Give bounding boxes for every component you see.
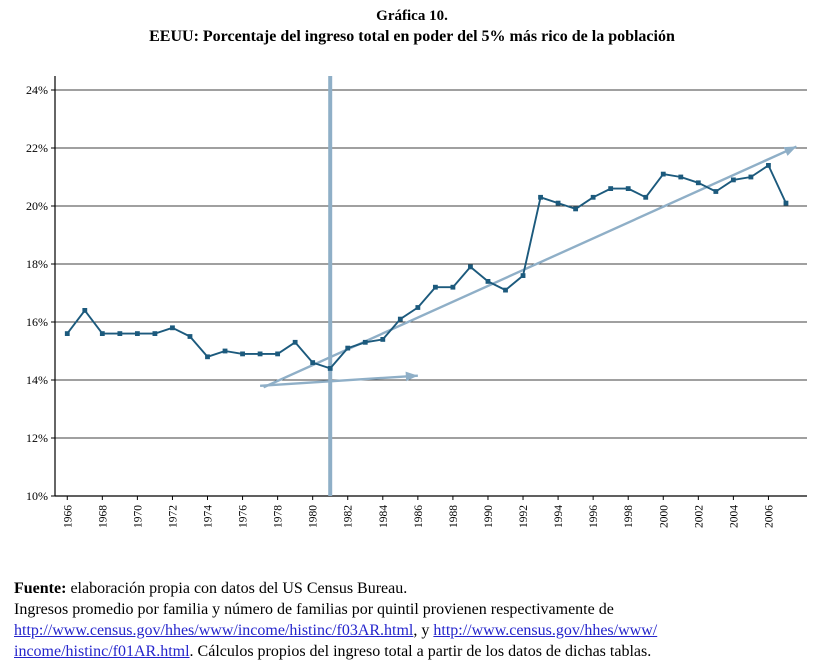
x-tick-label: 1992 [518, 505, 530, 528]
data-point [310, 360, 316, 365]
data-point [468, 264, 473, 270]
data-point [345, 345, 351, 351]
source-note: Fuente: elaboración propia con datos del… [14, 578, 814, 662]
data-point [362, 339, 368, 345]
data-point [152, 331, 158, 336]
source-note-line-1: Fuente: elaboración propia con datos del… [14, 578, 814, 599]
data-point [608, 186, 614, 191]
y-tick-label: 20% [26, 199, 48, 213]
data-point [573, 206, 579, 212]
x-tick-label: 1986 [413, 505, 425, 528]
y-tick-label: 16% [26, 315, 48, 329]
trend-arrow-post-1981 [263, 145, 797, 389]
source-note-line-4: income/histinc/f01AR.html. Cálculos prop… [14, 641, 814, 662]
data-point [695, 180, 701, 186]
data-point [187, 334, 193, 339]
source-note-line-3: http://www.census.gov/hhes/www/income/hi… [14, 620, 814, 641]
x-tick-label: 1990 [483, 505, 495, 528]
data-series-line [66, 164, 787, 370]
y-tick-label: 22% [26, 141, 48, 155]
data-point [275, 351, 281, 357]
x-tick-label: 2000 [658, 505, 670, 528]
data-point [766, 163, 771, 168]
data-point [397, 316, 403, 322]
data-point [99, 331, 105, 336]
y-tick-label: 18% [26, 257, 48, 271]
x-tick-label: 1982 [343, 505, 355, 528]
data-point [503, 287, 508, 293]
data-point [134, 331, 140, 336]
data-point [730, 177, 736, 183]
census-link-f03ar[interactable]: http://www.census.gov/hhes/www/income/hi… [14, 622, 414, 639]
data-point [783, 200, 789, 206]
data-point [240, 351, 245, 357]
x-tick-label: 1998 [623, 505, 635, 528]
x-tick-label: 2006 [763, 505, 775, 528]
data-point [678, 174, 684, 180]
y-tick-label: 10% [26, 489, 48, 503]
x-tick-label: 1968 [97, 505, 109, 528]
income-share-chart: 10% 12% 14% 16% 18% 20% 22% 24% 1966 1968 1970 1972… [10, 72, 816, 554]
chart-canvas: 10% 12% 14% 16% 18% 20% 22% 24% 1966 1968 1970 1972… [26, 76, 807, 528]
source-text: , y [413, 622, 434, 639]
source-label: Fuente: [14, 580, 67, 597]
data-point [450, 284, 456, 290]
data-point [555, 200, 561, 206]
data-point [170, 325, 175, 331]
x-tick-label: 1976 [238, 505, 250, 528]
chart-title-line1: Gráfica 10. [376, 8, 448, 24]
source-text: Ingresos promedio por familia y número d… [14, 601, 614, 618]
x-tick-label: 1974 [203, 505, 215, 528]
data-point [415, 305, 421, 310]
data-point [82, 308, 88, 313]
data-point [117, 331, 123, 336]
data-point [327, 366, 333, 371]
data-point [660, 171, 666, 177]
x-tick-label: 1984 [378, 505, 390, 528]
y-tick-label: 12% [26, 431, 48, 445]
trend-arrow-post-1981-head [783, 146, 797, 156]
source-note-line-2: Ingresos promedio por familia y número d… [14, 599, 814, 620]
y-tick-label: 14% [26, 373, 48, 387]
x-tick-label: 1970 [132, 505, 144, 528]
data-point [380, 337, 386, 342]
x-tick-label: 1972 [167, 505, 179, 528]
data-point [590, 194, 596, 200]
data-point [205, 354, 210, 360]
x-tick-label: 2004 [728, 505, 740, 528]
data-point [643, 194, 649, 200]
trend-arrow-pre-1981 [260, 374, 418, 387]
x-tick-label: 2002 [693, 505, 705, 528]
data-point [257, 351, 263, 357]
chart-title-line2: EEUU: Porcentaje del ingreso total en po… [149, 28, 675, 45]
data-point [222, 348, 228, 354]
x-tick-label: 1978 [273, 505, 285, 528]
census-link-f01ar-part1[interactable]: http://www.census.gov/hhes/www/ [433, 622, 658, 639]
x-tick-label: 1996 [588, 505, 600, 528]
data-point [485, 279, 491, 284]
data-point [713, 189, 719, 194]
x-tick-label: 1980 [308, 505, 320, 528]
data-point [64, 331, 70, 336]
data-point [292, 339, 298, 345]
data-point [625, 186, 631, 191]
source-text: . Cálculos propios del ingreso total a p… [189, 643, 652, 660]
census-link-f01ar-part2[interactable]: income/histinc/f01AR.html [14, 643, 190, 660]
data-point [748, 174, 754, 180]
data-point [432, 284, 438, 290]
x-tick-label: 1966 [62, 505, 74, 528]
data-point [538, 194, 543, 200]
data-point [520, 273, 526, 278]
y-tick-label: 24% [26, 83, 48, 97]
x-tick-label: 1994 [553, 505, 565, 528]
trend-arrow-pre-1981-head [405, 371, 418, 382]
x-tick-label: 1988 [448, 505, 460, 528]
source-text: elaboración propia con datos del US Cens… [66, 580, 408, 597]
